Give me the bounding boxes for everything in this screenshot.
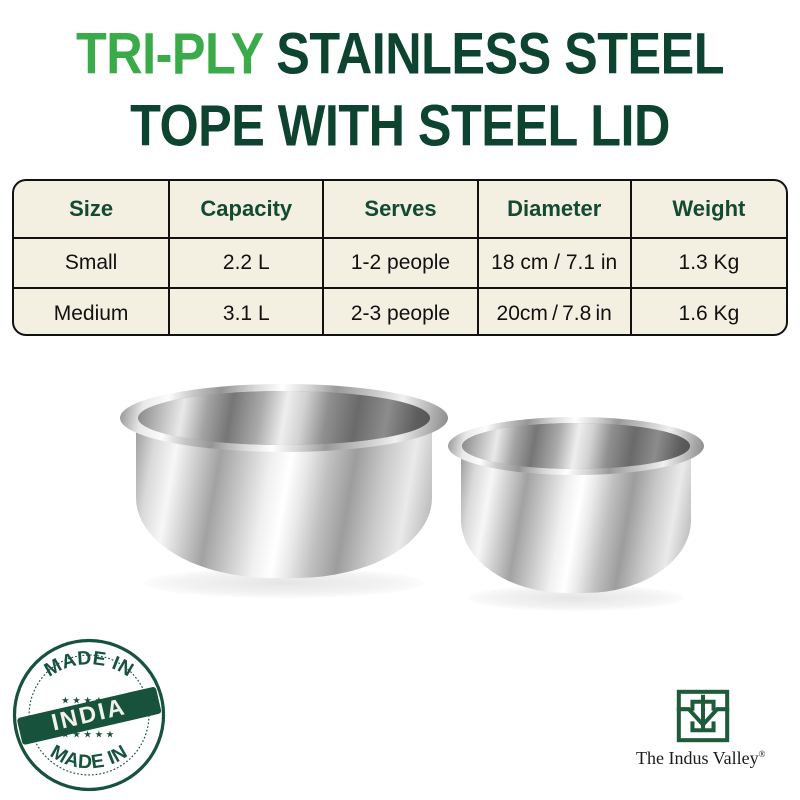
svg-text:MADE IN: MADE IN (41, 647, 138, 681)
svg-text:MADE IN: MADE IN (47, 741, 132, 774)
